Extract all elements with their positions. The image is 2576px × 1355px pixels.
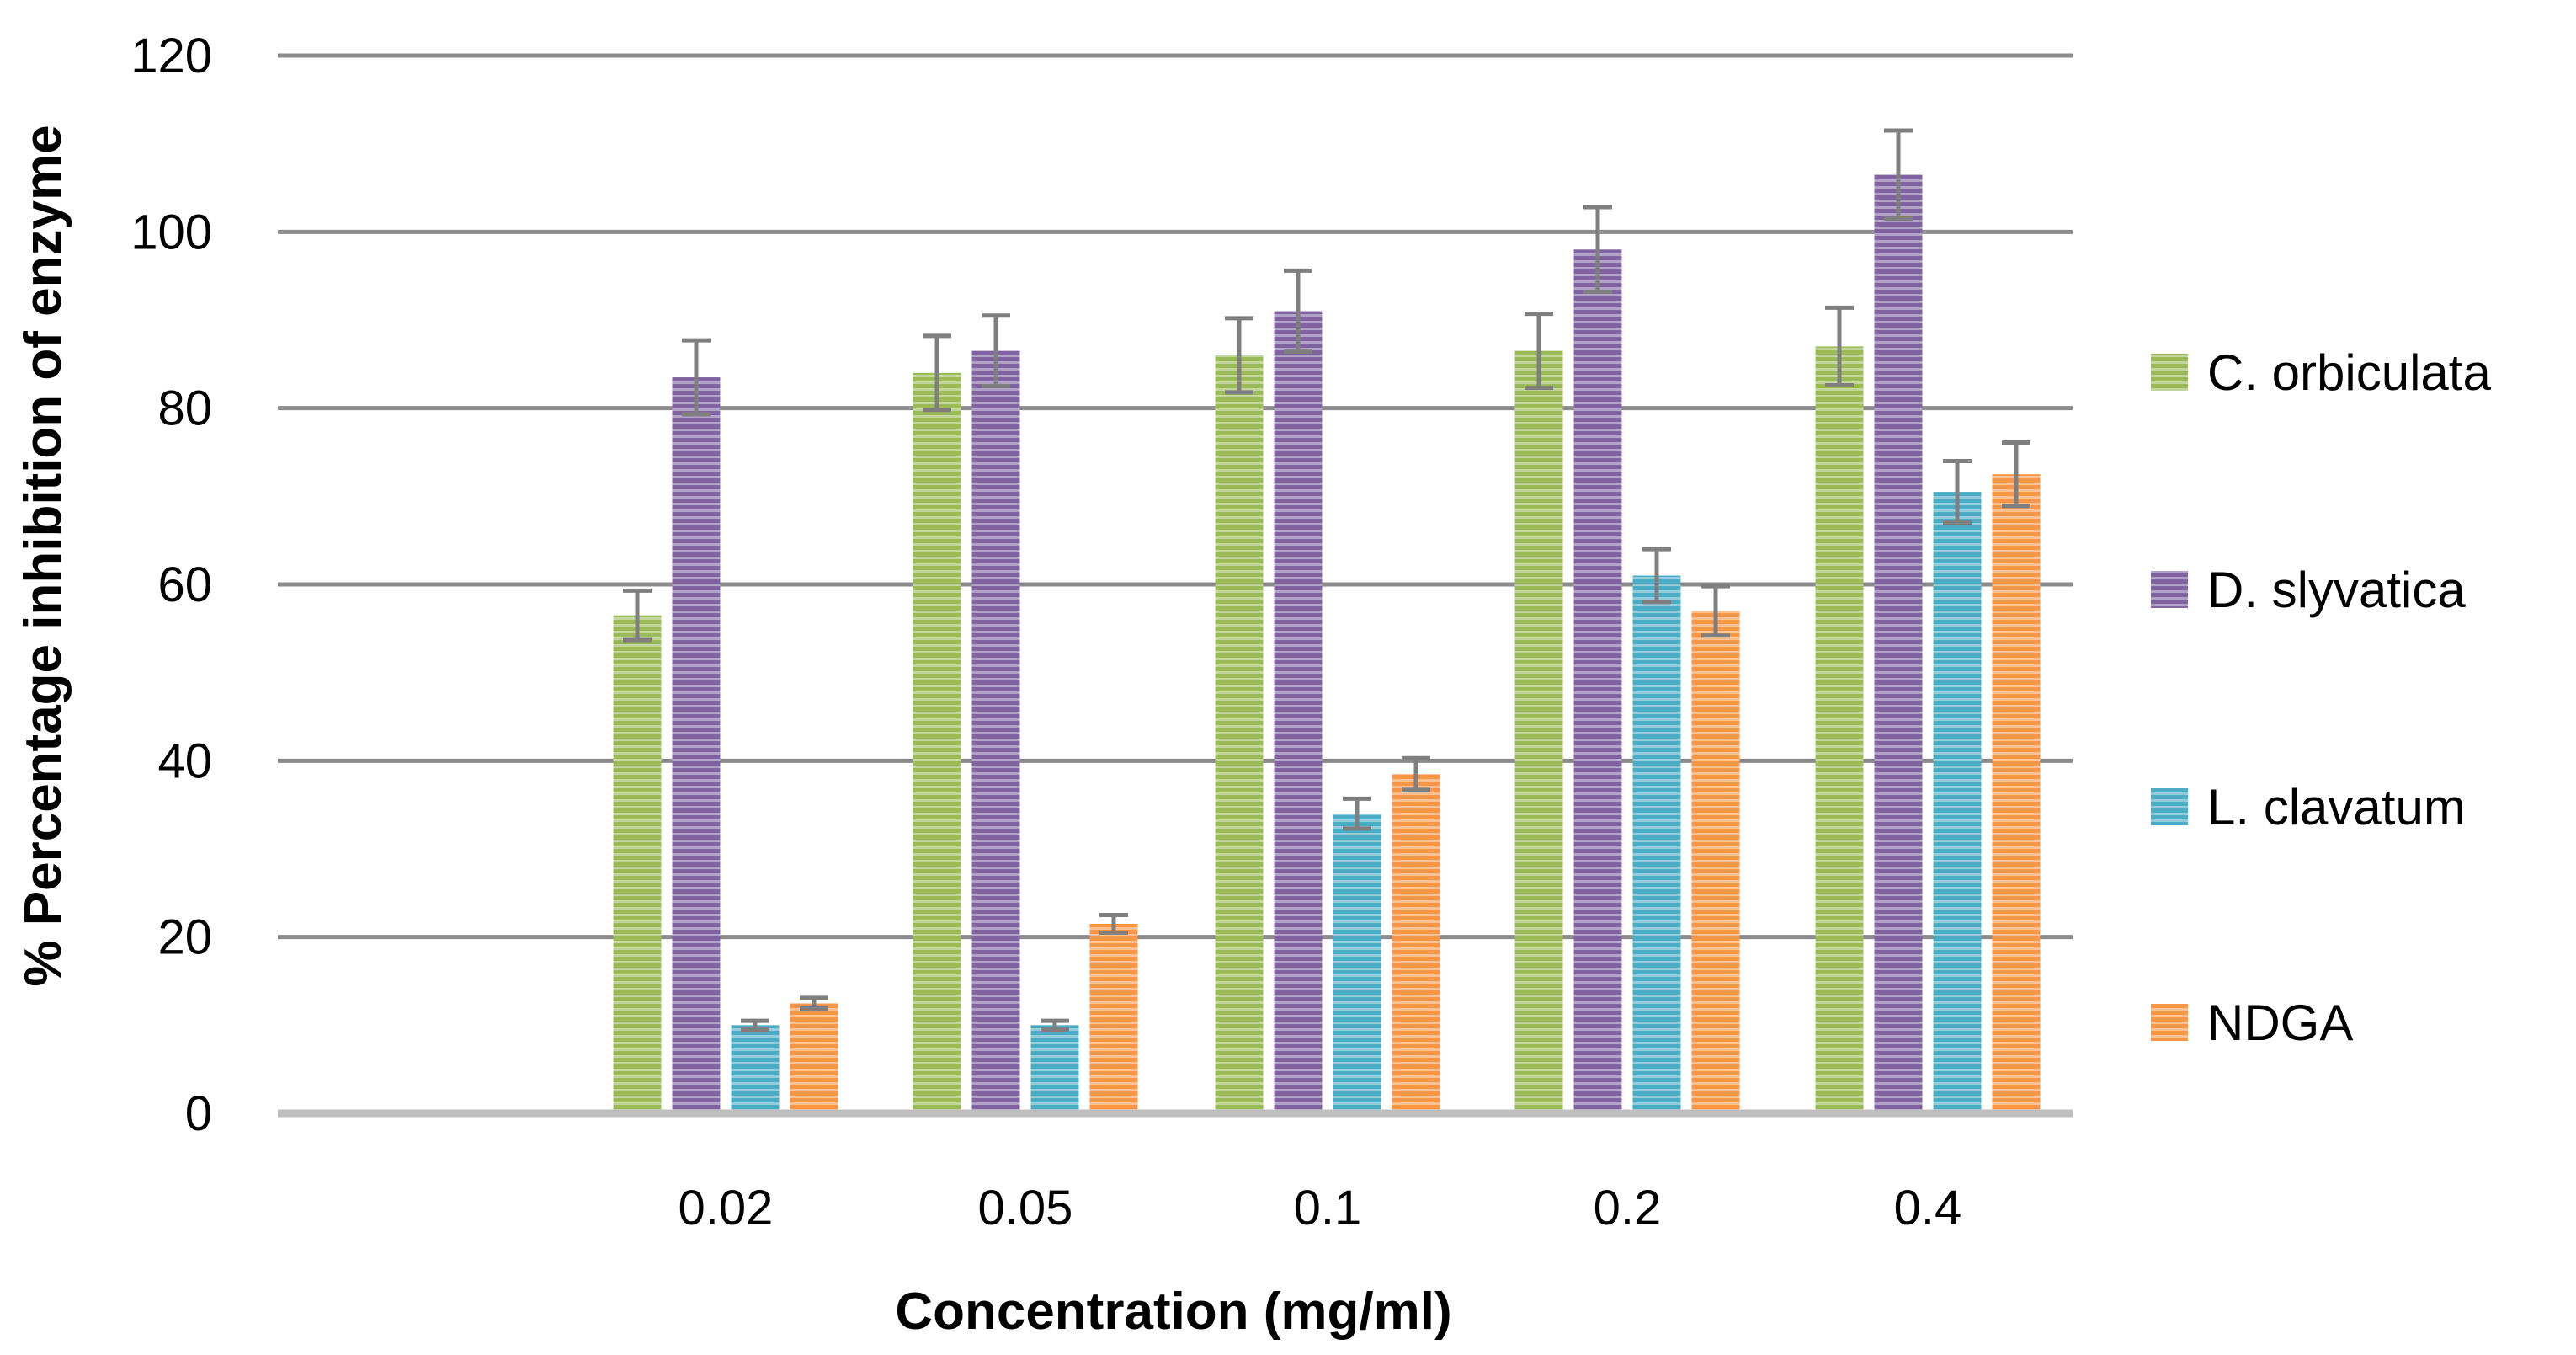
y-tick-label-20: 20 (157, 910, 212, 965)
x-tick-label-0_1: 0.1 (1294, 1181, 1362, 1235)
x-axis-title: Concentration (mg/ml) (895, 1283, 1451, 1341)
y-axis-title: % Percentage inhibition of enzyme (14, 125, 72, 986)
error-bar-l-clavatum-0_1 (1343, 796, 1371, 831)
error-bar-ndga-0_2 (1701, 584, 1730, 638)
error-bar-c-orbiculata-0_02 (623, 588, 652, 643)
bar-d-slyvatica-0_2 (1573, 249, 1622, 1114)
bar-ndga-0_4 (1992, 474, 2041, 1113)
y-tick-label-60: 60 (157, 557, 212, 612)
gridlines (278, 53, 2073, 940)
x-tick-label-0_02: 0.02 (679, 1181, 774, 1235)
error-bar-l-clavatum-0_02 (741, 1018, 769, 1032)
x-tick-labels: 0.02 0.05 0.1 0.2 0.4 (679, 1181, 1962, 1235)
bar-d-slyvatica-0_1 (1274, 311, 1323, 1113)
legend-swatch-l-clavatum (2151, 788, 2188, 825)
bar-l-clavatum-0_4 (1933, 492, 1982, 1113)
error-bar-l-clavatum-0_2 (1642, 547, 1671, 605)
bar-ndga-0_2 (1691, 611, 1740, 1113)
error-bar-c-orbiculata-0_2 (1525, 312, 1553, 391)
legend-swatch-ndga (2151, 1004, 2188, 1041)
bar-l-clavatum-0_02 (731, 1025, 780, 1113)
x-tick-label-0_2: 0.2 (1594, 1181, 1662, 1235)
error-bar-ndga-0_02 (800, 995, 828, 1011)
bar-l-clavatum-0_05 (1030, 1025, 1079, 1113)
legend-item-d-slyvatica: D. slyvatica (2151, 562, 2466, 618)
legend-item-ndga: NDGA (2151, 995, 2353, 1051)
x-tick-label-0_4: 0.4 (1894, 1181, 1962, 1235)
legend-label-d-slyvatica: D. slyvatica (2207, 562, 2466, 618)
y-tick-label-100: 100 (130, 205, 212, 259)
bar-c-orbiculata-0_2 (1514, 350, 1563, 1114)
error-bar-c-orbiculata-0_4 (1825, 305, 1854, 387)
error-bar-l-clavatum-0_05 (1041, 1018, 1069, 1032)
y-tick-label-120: 120 (130, 29, 212, 83)
x-tick-label-0_05: 0.05 (978, 1181, 1073, 1235)
bar-c-orbiculata-0_1 (1215, 355, 1264, 1113)
legend-item-l-clavatum: L. clavatum (2151, 779, 2466, 835)
error-bar-d-slyvatica-0_1 (1284, 268, 1312, 355)
bar-c-orbiculata-0_02 (613, 615, 662, 1113)
error-bar-c-orbiculata-0_1 (1225, 316, 1253, 395)
error-bar-ndga-0_05 (1099, 913, 1128, 935)
error-bar-ndga-0_1 (1402, 755, 1430, 792)
legend-label-l-clavatum: L. clavatum (2207, 779, 2466, 835)
error-bar-d-slyvatica-0_4 (1884, 128, 1913, 221)
bar-l-clavatum-0_2 (1632, 575, 1681, 1113)
error-bar-d-slyvatica-0_02 (682, 338, 711, 417)
error-bar-l-clavatum-0_4 (1943, 458, 1972, 525)
legend-label-c-orbiculata: C. orbiculata (2207, 344, 2491, 401)
bar-ndga-0_02 (790, 1003, 838, 1113)
error-bar-ndga-0_4 (2002, 440, 2030, 509)
bar-ndga-0_1 (1392, 774, 1440, 1113)
bar-l-clavatum-0_1 (1333, 814, 1381, 1113)
bar-d-slyvatica-0_05 (971, 350, 1020, 1114)
bar-d-slyvatica-0_02 (672, 377, 721, 1113)
y-tick-label-40: 40 (157, 734, 212, 788)
legend: C. orbiculata D. slyvatica L. clavatum NDGA (2151, 344, 2491, 1051)
error-bar-d-slyvatica-0_2 (1583, 205, 1612, 295)
legend-swatch-c-orbiculata (2151, 354, 2188, 391)
bars (613, 174, 2041, 1114)
y-tick-label-80: 80 (157, 381, 212, 436)
error-bars (623, 128, 2030, 1032)
y-tick-labels: 0 20 40 60 80 100 120 (130, 29, 212, 1141)
legend-swatch-d-slyvatica (2151, 571, 2188, 608)
error-bar-d-slyvatica-0_05 (982, 313, 1010, 388)
bar-d-slyvatica-0_4 (1874, 174, 1923, 1113)
bar-ndga-0_05 (1089, 923, 1138, 1113)
bar-c-orbiculata-0_05 (913, 372, 961, 1113)
y-tick-label-0: 0 (185, 1086, 212, 1141)
legend-item-c-orbiculata: C. orbiculata (2151, 344, 2491, 401)
bar-c-orbiculata-0_4 (1815, 346, 1864, 1113)
error-bar-c-orbiculata-0_05 (923, 333, 951, 413)
legend-label-ndga: NDGA (2207, 995, 2353, 1051)
